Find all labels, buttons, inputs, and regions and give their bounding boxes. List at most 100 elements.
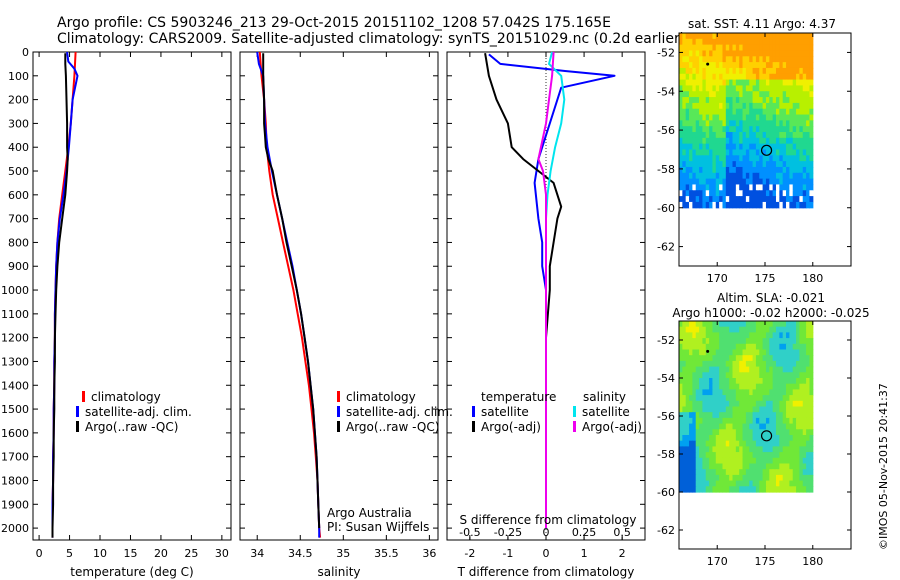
map-cell xyxy=(769,321,774,328)
map-cell xyxy=(749,321,754,328)
map-cell xyxy=(755,166,760,174)
map-cell xyxy=(702,114,707,121)
map-cell xyxy=(749,423,754,430)
map-cell xyxy=(775,73,780,81)
map-cell xyxy=(735,474,740,482)
map-cell xyxy=(719,91,724,98)
map-cell xyxy=(722,62,727,69)
map-cell xyxy=(729,321,734,328)
map-cell xyxy=(789,102,794,110)
map-cell xyxy=(769,62,774,69)
salinity-series xyxy=(256,51,322,538)
lat-tick-label: -54 xyxy=(657,85,675,98)
map-cell xyxy=(679,44,683,52)
map-cell xyxy=(745,178,750,186)
map-cell xyxy=(759,412,764,419)
map-cell xyxy=(769,178,774,186)
map-cell xyxy=(705,126,710,133)
map-cell xyxy=(752,190,757,197)
map-cell xyxy=(679,366,683,373)
map-cell xyxy=(685,349,690,356)
map-cell xyxy=(762,44,767,52)
legend-label-t-satellite: satellite xyxy=(481,405,529,419)
map-cell xyxy=(739,196,744,203)
map-cell xyxy=(789,378,794,385)
map-cell xyxy=(739,423,744,430)
map-cell xyxy=(782,326,787,333)
map-cell xyxy=(802,114,807,121)
lon-tick-label: 180 xyxy=(802,555,823,568)
map-cell xyxy=(735,114,740,121)
map-cell xyxy=(802,120,807,127)
map-cell xyxy=(765,389,770,396)
map-cell xyxy=(762,102,767,110)
map-cell xyxy=(782,62,787,69)
map-cell xyxy=(745,33,750,40)
map-cell xyxy=(712,91,717,98)
map-cell xyxy=(725,155,730,162)
map-cell xyxy=(802,383,807,390)
sst-map-axes: 170 175 180-52-54-56-58-60-62 xyxy=(657,33,851,285)
map-cell xyxy=(722,155,727,162)
map-cell xyxy=(735,406,740,413)
map-cell xyxy=(702,149,707,156)
lat-tick-label: -58 xyxy=(657,163,675,176)
map-cell xyxy=(712,190,717,197)
map-cell xyxy=(695,67,700,75)
map-cell xyxy=(799,143,804,151)
map-cell xyxy=(759,378,764,385)
map-cell xyxy=(752,108,757,116)
map-cell xyxy=(806,91,811,98)
depth-tick-label: 1000 xyxy=(1,284,29,297)
sla-map-panel: Altim. SLA: -0.021 Argo h1000: -0.02 h20… xyxy=(657,291,870,568)
map-cell xyxy=(742,400,747,408)
map-cell xyxy=(802,67,807,75)
map-cell xyxy=(685,201,690,209)
map-cell xyxy=(729,469,734,476)
map-cell xyxy=(762,172,767,180)
map-cell xyxy=(752,355,757,362)
map-cell xyxy=(705,429,710,436)
map-cell xyxy=(695,161,700,168)
map-cell xyxy=(799,172,804,180)
map-cell xyxy=(762,155,767,162)
map-cell xyxy=(722,85,727,92)
map-cell xyxy=(779,400,784,408)
map-cell xyxy=(679,184,683,191)
map-cell xyxy=(762,143,767,151)
map-cell xyxy=(685,190,690,197)
map-cell xyxy=(719,326,724,333)
map-cell xyxy=(792,326,797,333)
map-cell xyxy=(786,97,790,104)
map-cell xyxy=(722,400,727,408)
map-cell xyxy=(806,412,811,419)
map-cell xyxy=(742,412,747,419)
map-cell xyxy=(809,435,814,442)
map-cell xyxy=(806,178,811,186)
map-cell xyxy=(712,166,717,174)
map-cell xyxy=(689,400,693,408)
map-cell xyxy=(742,114,747,121)
map-cell xyxy=(719,62,724,69)
map-cell xyxy=(705,79,710,87)
map-cell xyxy=(682,184,687,191)
map-cell xyxy=(745,190,750,197)
map-cell xyxy=(719,372,724,379)
map-cell xyxy=(789,62,794,69)
map-cell xyxy=(762,338,767,345)
map-cell xyxy=(762,149,767,156)
map-cell xyxy=(709,201,714,209)
map-cell xyxy=(769,355,774,362)
map-cell xyxy=(749,132,754,139)
map-cell xyxy=(729,463,734,470)
map-cell xyxy=(809,184,814,191)
map-cell xyxy=(765,161,770,168)
map-cell xyxy=(765,417,770,425)
map-cell xyxy=(799,33,804,40)
map-cell xyxy=(782,435,787,442)
map-cell xyxy=(682,50,687,57)
map-cell xyxy=(682,435,687,442)
map-cell xyxy=(752,338,757,345)
map-cell xyxy=(719,149,724,156)
map-cell xyxy=(699,149,704,156)
